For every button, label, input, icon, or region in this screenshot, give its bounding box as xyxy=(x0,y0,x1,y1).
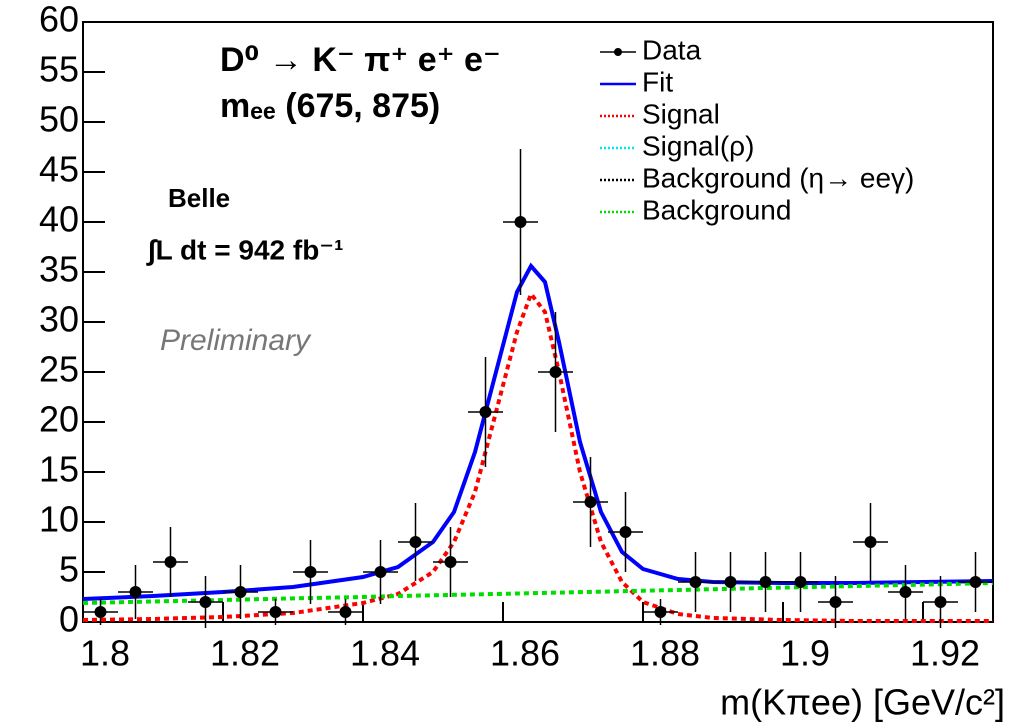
data-point xyxy=(234,586,247,598)
data-point xyxy=(619,526,632,538)
x-tick-label: 1.9 xyxy=(780,633,830,674)
x-tick-label: 1.82 xyxy=(210,633,280,674)
data-point xyxy=(654,606,667,618)
data-point xyxy=(549,366,562,378)
data-point xyxy=(899,586,912,598)
y-tick-label: 15 xyxy=(39,449,79,490)
data-point xyxy=(339,606,352,618)
y-tick-label: 5 xyxy=(59,549,79,590)
legend-label: Fit xyxy=(642,66,673,97)
y-tick-label: 45 xyxy=(39,149,79,190)
x-tick-label: 1.88 xyxy=(630,633,700,674)
y-tick-label: 25 xyxy=(39,349,79,390)
legend-label: Data xyxy=(642,34,702,65)
y-tick-label: 50 xyxy=(39,99,79,140)
data-point xyxy=(829,596,842,608)
data-point xyxy=(584,496,597,508)
data-point xyxy=(479,406,492,418)
y-tick-label: 35 xyxy=(39,249,79,290)
annotation: ∫L dt = 942 fb⁻¹ xyxy=(146,234,343,266)
y-tick-label: 30 xyxy=(39,299,79,340)
y-tick-label: 20 xyxy=(39,399,79,440)
annotation: Belle xyxy=(168,183,230,213)
data-point xyxy=(864,536,877,548)
fit-curve xyxy=(82,289,993,623)
legend-swatch xyxy=(614,48,622,56)
x-tick-label: 1.84 xyxy=(350,633,420,674)
y-tick-label: 60 xyxy=(39,0,79,40)
fit-curve xyxy=(82,262,994,601)
data-point xyxy=(724,576,737,588)
legend-label: Signal(ρ) xyxy=(642,130,754,161)
x-tick-label: 1.86 xyxy=(490,633,560,674)
data-point xyxy=(269,606,282,618)
x-tick-label: 1.8 xyxy=(80,633,130,674)
y-tick-label: 40 xyxy=(39,199,79,240)
data-point xyxy=(934,596,947,608)
legend-label: Background (η→ eeγ) xyxy=(642,162,914,193)
data-point xyxy=(304,566,317,578)
data-point xyxy=(94,606,107,618)
annotation: D⁰ → K⁻ π⁺ e⁺ e⁻ xyxy=(220,41,501,79)
data-point xyxy=(444,556,457,568)
data-point xyxy=(759,576,772,588)
data-point xyxy=(969,576,982,588)
legend-label: Background xyxy=(642,194,791,225)
data-point xyxy=(129,586,142,598)
y-tick-label: 55 xyxy=(39,49,79,90)
data-point xyxy=(514,216,527,228)
annotation: mₑₑ (675, 875) xyxy=(220,87,440,125)
data-point xyxy=(409,536,422,548)
x-tick-label: 1.92 xyxy=(910,633,980,674)
data-point xyxy=(689,576,702,588)
fit-curve xyxy=(82,581,994,605)
data-point xyxy=(164,556,177,568)
legend-label: Signal xyxy=(642,98,720,129)
annotation: Preliminary xyxy=(160,324,312,357)
y-tick-label: 0 xyxy=(59,599,79,640)
data-point xyxy=(199,596,212,608)
x-axis-label: m(Kπee) [GeV/c²] xyxy=(720,682,1005,723)
y-tick-label: 10 xyxy=(39,499,79,540)
data-point xyxy=(794,576,807,588)
data-point xyxy=(374,566,387,578)
